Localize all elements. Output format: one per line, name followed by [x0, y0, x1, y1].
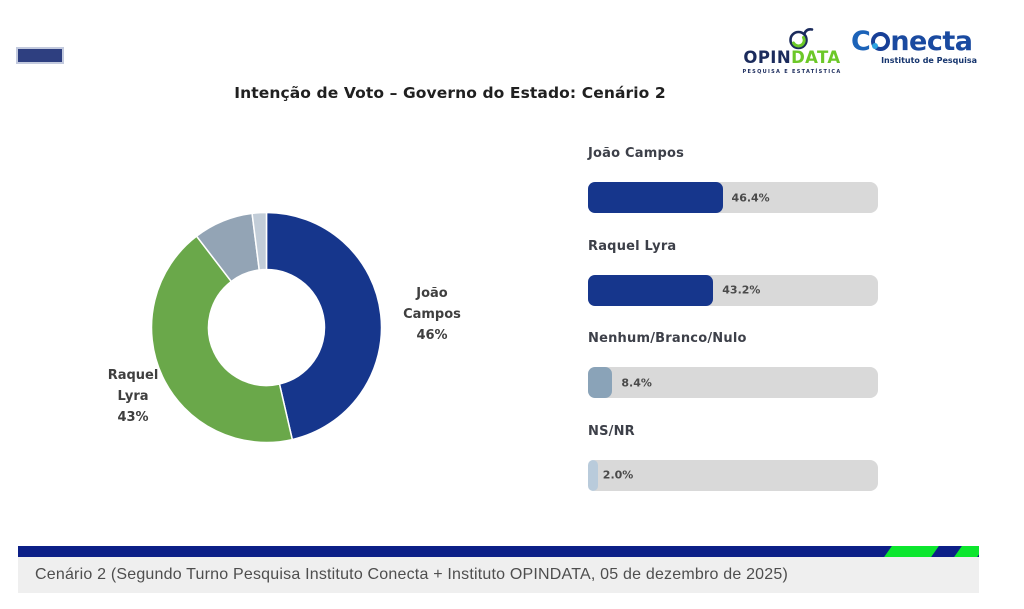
conecta-o-icon: [870, 32, 890, 51]
bar-row: NS/NR 2.0%: [588, 424, 878, 494]
donut-label-value: 46%: [416, 327, 448, 343]
bar-value-label: 43.2%: [722, 283, 761, 297]
opindata-wordmark: OPINDATA: [740, 48, 844, 67]
bar-chart: João Campos 46.4% Raquel Lyra 43.2% Nenh…: [588, 146, 878, 506]
bar-value-label: 8.4%: [621, 376, 652, 389]
bar-fill: [588, 367, 613, 398]
magnifier-icon: [789, 28, 814, 50]
stripe-green-segment: [882, 546, 941, 557]
bottom-stripe: [18, 546, 979, 557]
bar-fill: [588, 182, 723, 213]
donut-slice-0: [265, 211, 383, 441]
top-left-accent-bar: [16, 47, 64, 64]
bar-row: Raquel Lyra 43.2%: [588, 239, 878, 309]
donut-chart: [150, 211, 383, 444]
donut-label-line: Campos: [403, 306, 461, 322]
opindata-part1: OPIN: [743, 48, 792, 67]
opindata-part2: DATA: [791, 48, 841, 67]
opindata-tagline: PESQUISA E ESTATÍSTICA: [742, 68, 842, 75]
donut-label-line: João: [416, 286, 448, 301]
conecta-tagline: Instituto de Pesquisa: [881, 56, 977, 65]
bar-category-label: Raquel Lyra: [588, 238, 677, 254]
caption-bar: Cenário 2 (Segundo Turno Pesquisa Instit…: [18, 557, 979, 593]
bar-value-label: 2.0%: [602, 468, 634, 482]
donut-label-joao-campos: João Campos 46%: [394, 284, 470, 346]
conecta-part2: necta: [890, 26, 973, 57]
conecta-part1: C: [851, 26, 871, 57]
bar-track: 46.4%: [588, 182, 878, 213]
bar-track: 2.0%: [588, 459, 878, 491]
caption-text: Cenário 2 (Segundo Turno Pesquisa Instit…: [35, 566, 789, 583]
bar-track: 43.2%: [588, 274, 878, 306]
bar-category-label: Nenhum/Branco/Nulo: [588, 331, 747, 346]
donut-label-raquel-lyra: Raquel Lyra 43%: [97, 366, 169, 428]
bar-fill: [588, 459, 598, 491]
bar-fill: [588, 274, 714, 306]
donut-label-line: Raquel: [107, 368, 159, 383]
page-title: Intenção de Voto – Governo do Estado: Ce…: [234, 84, 666, 102]
donut-slice-1: [150, 235, 294, 444]
bar-category-label: NS/NR: [588, 423, 635, 439]
bar-row: Nenhum/Branco/Nulo 8.4%: [588, 331, 878, 401]
donut-label-line: Lyra: [117, 388, 149, 404]
donut-slice-3: [251, 211, 268, 271]
donut-label-value: 43%: [117, 409, 149, 425]
bar-track: 8.4%: [588, 367, 878, 398]
bar-category-label: João Campos: [588, 146, 685, 161]
bar-value-label: 46.4%: [731, 191, 770, 204]
stripe-green-segment: [952, 546, 979, 557]
opindata-logo: OPINDATA PESQUISA E ESTATÍSTICA: [740, 24, 844, 75]
bar-row: João Campos 46.4%: [588, 146, 878, 216]
